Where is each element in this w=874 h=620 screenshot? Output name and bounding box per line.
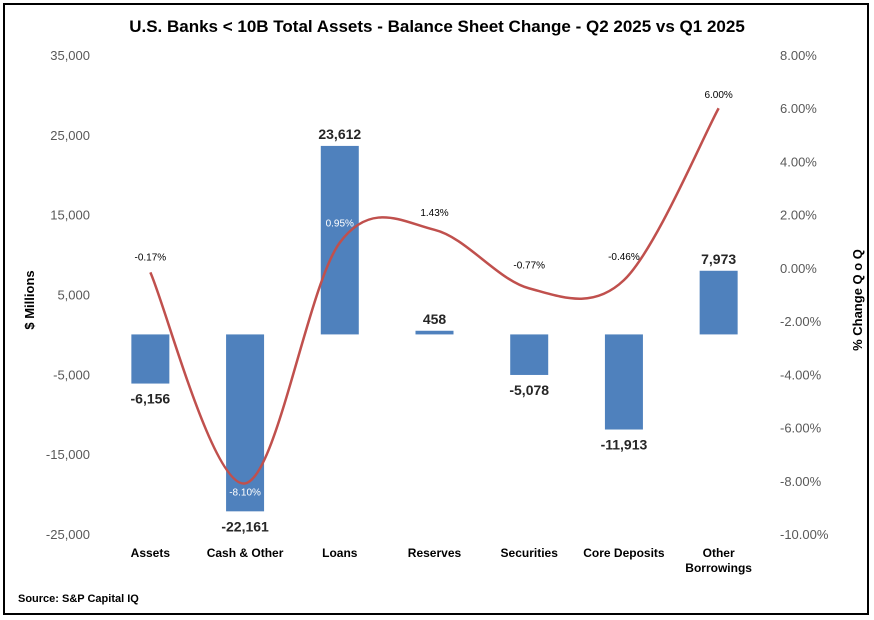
bar-6: [699, 270, 738, 335]
line-value-label: -0.17%: [135, 252, 167, 263]
right-tick-label: 6.00%: [780, 101, 817, 116]
bar-2: [320, 145, 359, 335]
bar-0: [131, 334, 170, 384]
bar-1: [226, 334, 265, 512]
bar-value-label: 458: [423, 311, 447, 327]
category-label: Loans: [322, 546, 358, 560]
bar-value-label: -5,078: [509, 382, 549, 398]
right-tick-label: 0.00%: [780, 261, 817, 276]
left-tick-label: -25,000: [46, 527, 90, 542]
line-value-label: -0.46%: [608, 252, 640, 263]
left-axis: 35,000 25,000 15,000 5,000 -5,000 -15,000 -25,…: [46, 48, 90, 542]
left-tick-label: 35,000: [50, 48, 90, 63]
right-tick-label: -4.00%: [780, 367, 822, 382]
left-tick-label: -5,000: [53, 367, 90, 382]
y2-axis-label: % Change Q o Q: [850, 249, 865, 351]
bar-value-label: 23,612: [318, 126, 361, 142]
bar-value-label: -22,161: [221, 518, 269, 534]
category-label: Cash & Other: [207, 546, 284, 560]
right-tick-label: -10.00%: [780, 527, 829, 542]
category-label: Assets: [131, 546, 171, 560]
line-series: [149, 107, 720, 485]
category-axis: Assets Cash & Other Loans Reserves Securitie…: [131, 546, 753, 575]
source-note: Source: S&P Capital IQ: [18, 593, 139, 605]
line-value-labels: -0.17% -8.10% 0.95% 1.43% -0.77% -0.46% 6.00%: [135, 90, 733, 498]
right-tick-label: 2.00%: [780, 208, 817, 223]
bar-3: [415, 330, 454, 335]
line-value-label: -8.10%: [229, 487, 261, 498]
right-axis: 8.00% 6.00% 4.00% 2.00% 0.00% -2.00% -4.00% -6.…: [780, 48, 829, 542]
left-tick-label: 25,000: [50, 128, 90, 143]
bar-4: [510, 334, 549, 375]
pct-change-line: [149, 107, 720, 485]
left-tick-label: 15,000: [50, 208, 90, 223]
chart-title: U.S. Banks < 10B Total Assets - Balance …: [129, 17, 745, 36]
line-value-label: 6.00%: [704, 90, 732, 101]
line-value-label: 1.43%: [420, 208, 448, 219]
y-axis-label: $ Millions: [22, 270, 37, 329]
bar-series: [131, 145, 738, 512]
category-label: Securities: [501, 546, 559, 560]
bar-value-label: -11,913: [601, 437, 648, 453]
bar-value-label: 7,973: [701, 251, 736, 267]
category-label: Reserves: [408, 546, 462, 560]
bar-value-labels: -6,156 -22,161 23,612 458 -5,078 -11,913 7,973: [131, 126, 737, 534]
bar-value-label: -6,156: [131, 391, 171, 407]
right-tick-label: -2.00%: [780, 314, 822, 329]
left-tick-label: 5,000: [57, 288, 90, 303]
left-tick-label: -15,000: [46, 447, 90, 462]
category-label: Core Deposits: [583, 546, 665, 560]
line-value-label: -0.77%: [513, 260, 545, 271]
category-label: Other: [703, 546, 735, 560]
line-value-label: 0.95%: [326, 219, 354, 230]
right-tick-label: 4.00%: [780, 154, 817, 169]
right-tick-label: 8.00%: [780, 48, 817, 63]
right-tick-label: -8.00%: [780, 474, 822, 489]
right-tick-label: -6.00%: [780, 421, 822, 436]
bar-5: [604, 334, 643, 430]
category-label: Borrowings: [685, 561, 752, 575]
